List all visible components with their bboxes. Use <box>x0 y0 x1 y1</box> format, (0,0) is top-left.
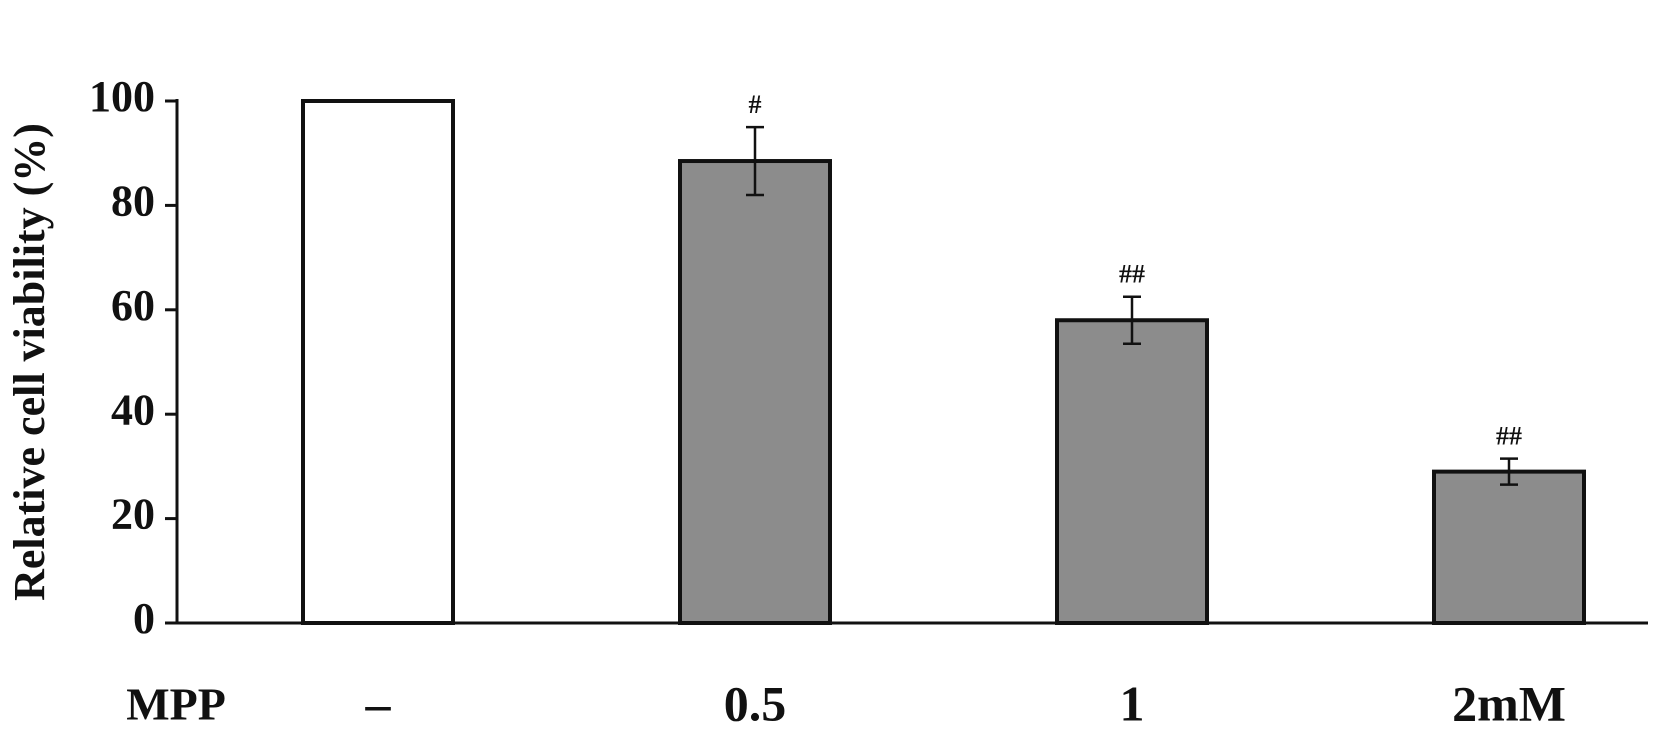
y-tick-label: 80 <box>111 176 155 225</box>
y-tick-label: 40 <box>111 385 155 434</box>
x-tick-label: – <box>365 675 392 731</box>
y-tick-label: 100 <box>89 72 155 121</box>
error-bar <box>1123 295 1141 345</box>
annotation: ## <box>1496 422 1522 451</box>
y-axis-label: Relative cell viability (%) <box>5 123 54 601</box>
bar <box>301 99 455 625</box>
error-bar <box>746 125 764 197</box>
y-tick-label: 0 <box>133 594 155 643</box>
bar <box>1432 469 1586 625</box>
bar <box>678 159 832 625</box>
x-tick-label: 0.5 <box>724 675 787 731</box>
x-tick-label: 2mM <box>1452 675 1566 731</box>
x-tick-label: 1 <box>1120 675 1145 731</box>
bar <box>1055 318 1209 625</box>
error-bar <box>1500 457 1518 486</box>
annotation: ## <box>1119 260 1145 289</box>
y-tick-label: 20 <box>111 490 155 539</box>
annotation: # <box>749 90 762 119</box>
x-row-label: MPP <box>126 679 226 730</box>
y-tick-label: 60 <box>111 281 155 330</box>
